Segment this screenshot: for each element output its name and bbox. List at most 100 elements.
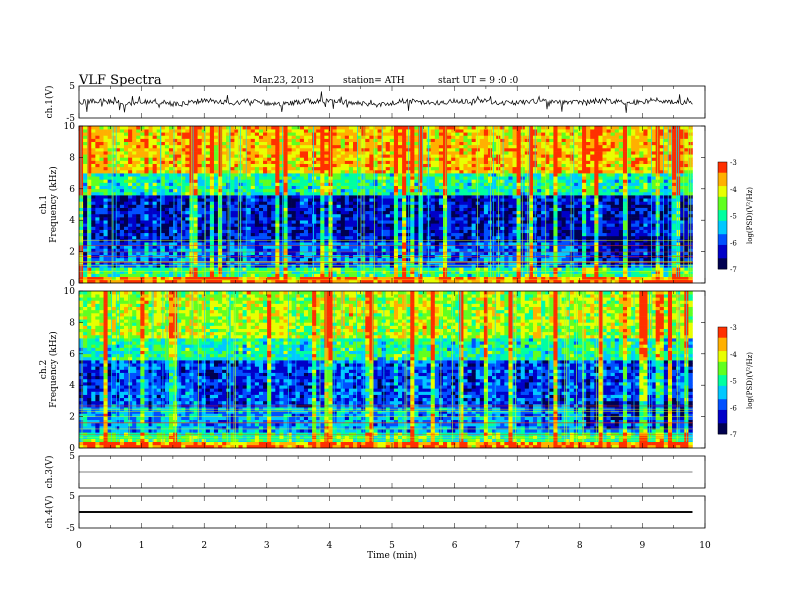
spectrogram-cell xyxy=(303,135,309,139)
spectrogram-cell xyxy=(107,169,113,174)
spectrogram-cell xyxy=(115,169,121,174)
spectrogram-cell xyxy=(316,210,321,215)
spectrogram-cell xyxy=(344,138,350,142)
spectrogram-cell xyxy=(324,279,329,284)
spectrogram-cell xyxy=(246,188,252,193)
spectrogram-cell xyxy=(459,188,464,193)
spectrogram-cell xyxy=(430,169,436,174)
spectrogram-cell xyxy=(83,273,88,278)
spectrogram-cell xyxy=(389,257,395,262)
spectrogram-cell xyxy=(144,279,149,284)
spectrogram-cell xyxy=(316,273,321,278)
spectrogram-cell xyxy=(361,126,366,130)
spectrogram-cell xyxy=(136,223,141,227)
spectrogram-cell xyxy=(258,235,264,240)
spectrogram-cell xyxy=(193,160,198,164)
spectrogram-cell xyxy=(209,135,215,139)
spectrogram-cell xyxy=(218,144,223,149)
spectrogram-cell xyxy=(332,141,337,146)
spectrogram-cell xyxy=(230,204,235,208)
spectrogram-cell xyxy=(271,163,276,168)
spectrogram-cell xyxy=(295,188,301,193)
spectrogram-cell xyxy=(263,198,268,202)
spectrogram-cell xyxy=(234,270,239,274)
spectrogram-cell xyxy=(222,179,227,183)
spectrogram-cell xyxy=(353,169,358,174)
spectrogram-cell xyxy=(263,279,268,284)
spectrogram-cell xyxy=(254,166,260,171)
spectrogram-cell xyxy=(271,138,276,142)
spectrogram-cell xyxy=(168,147,174,152)
spectrogram-cell xyxy=(348,169,354,174)
spectrogram-cell xyxy=(156,229,162,234)
spectrogram-cell xyxy=(353,191,358,196)
spectrogram-cell xyxy=(99,191,104,196)
spectrogram-cell xyxy=(164,132,170,136)
spectrogram-cell xyxy=(348,166,354,171)
spectrogram-cell xyxy=(132,166,137,171)
spectrogram-cell xyxy=(422,213,427,218)
spectrogram-cell xyxy=(119,157,125,161)
spectrogram-cell xyxy=(234,251,239,256)
spectrogram-cell xyxy=(365,261,370,265)
spectrogram-cell xyxy=(254,223,260,227)
spectrogram-cell xyxy=(295,163,301,168)
spectrogram-cell xyxy=(242,273,247,278)
spectrogram-cell xyxy=(398,204,403,208)
spectrogram-cell xyxy=(267,201,272,205)
spectrogram-cell xyxy=(267,135,272,139)
spectrogram-cell xyxy=(414,226,419,230)
spectrogram-cell xyxy=(414,248,419,252)
spectrogram-cell xyxy=(275,226,280,230)
spectrogram-cell xyxy=(295,242,301,246)
spectrogram-cell xyxy=(344,201,350,205)
spectrogram-cell xyxy=(291,201,297,205)
spectrogram-cell xyxy=(291,257,297,262)
spectrogram-cell xyxy=(144,261,149,265)
spectrogram-cell xyxy=(438,129,444,133)
spectrogram-cell xyxy=(83,261,88,265)
spectrogram-cell xyxy=(418,151,423,155)
spectrogram-cell xyxy=(91,144,96,149)
spectrogram-cell xyxy=(308,138,313,142)
spectrogram-cell xyxy=(107,273,113,278)
spectrogram-cell xyxy=(103,129,108,133)
spectrogram-cell xyxy=(385,166,391,171)
spectrogram-cell xyxy=(197,226,202,230)
spectrogram-cell xyxy=(279,179,284,183)
spectrogram-cell xyxy=(144,207,149,212)
spectrogram-cell xyxy=(373,270,378,274)
spectrogram-cell xyxy=(373,132,378,136)
spectrogram-cell xyxy=(303,179,309,183)
spectrogram-cell xyxy=(385,273,391,278)
spectrogram-cell xyxy=(128,257,133,262)
spectrogram-cell xyxy=(348,223,354,227)
spectrogram-cell xyxy=(475,242,481,246)
spectrogram-cell xyxy=(136,188,141,193)
spectrogram-cell xyxy=(263,248,268,252)
spectrogram-cell xyxy=(291,235,297,240)
spectrogram-cell xyxy=(275,198,280,202)
spectrogram-cell xyxy=(173,239,178,243)
spectrogram-cell xyxy=(173,273,178,278)
spectrogram-cell xyxy=(402,251,407,256)
spectrogram-cell xyxy=(377,239,382,243)
spectrogram-cell xyxy=(132,126,137,130)
spectrogram-cell xyxy=(144,251,149,256)
spectrogram-cell xyxy=(389,141,395,146)
spectrogram-cell xyxy=(385,251,391,256)
spectrogram-cell xyxy=(115,213,121,218)
spectrogram-cell xyxy=(148,163,153,168)
spectrogram-cell xyxy=(193,267,198,271)
spectrogram-cell xyxy=(119,264,125,268)
spectrogram-cell xyxy=(197,220,202,224)
spectrogram-cell xyxy=(467,182,472,186)
spectrogram-cell xyxy=(373,126,378,130)
spectrogram-cell xyxy=(173,154,178,158)
spectrogram-cell xyxy=(218,169,223,174)
spectrogram-cell xyxy=(275,239,280,243)
spectrogram-cell xyxy=(303,279,309,284)
spectrogram-cell xyxy=(185,232,190,237)
spectrogram-cell xyxy=(197,201,202,205)
spectrogram-cell xyxy=(164,160,170,164)
